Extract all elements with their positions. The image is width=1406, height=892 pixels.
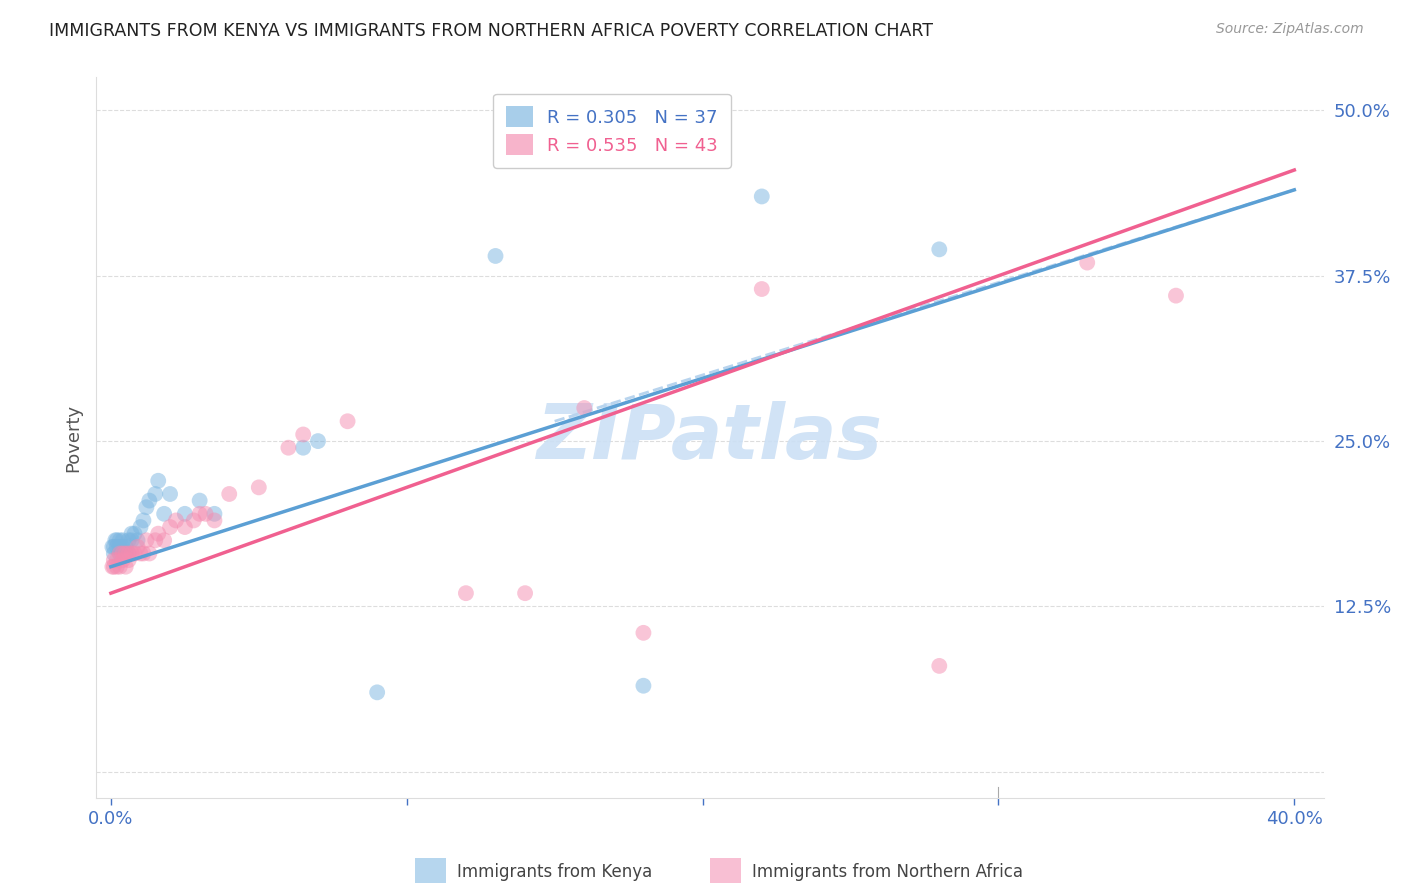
Point — [173, 507, 195, 521]
Point — [751, 189, 773, 203]
Point — [1076, 255, 1098, 269]
Point — [124, 547, 146, 561]
Point — [101, 540, 124, 554]
Point — [183, 513, 205, 527]
Point — [204, 513, 226, 527]
Point — [928, 243, 950, 257]
Point — [292, 427, 315, 442]
Point — [105, 540, 128, 554]
Point — [121, 526, 143, 541]
Point — [138, 493, 160, 508]
Text: Immigrants from Kenya: Immigrants from Kenya — [457, 863, 652, 881]
Point — [121, 533, 143, 548]
Point — [111, 533, 134, 548]
Point — [148, 526, 170, 541]
Point — [336, 414, 359, 428]
Point — [204, 507, 226, 521]
Point — [188, 493, 211, 508]
Point — [574, 401, 596, 415]
Point — [103, 540, 125, 554]
Point — [103, 559, 125, 574]
Point — [108, 533, 131, 548]
Point — [108, 547, 131, 561]
Point — [153, 507, 176, 521]
Legend: R = 0.305   N = 37, R = 0.535   N = 43: R = 0.305 N = 37, R = 0.535 N = 43 — [494, 94, 731, 168]
Point — [277, 441, 299, 455]
Text: Immigrants from Northern Africa: Immigrants from Northern Africa — [752, 863, 1024, 881]
Point — [633, 625, 655, 640]
Point — [135, 500, 157, 515]
Point — [114, 547, 136, 561]
Point — [111, 553, 134, 567]
Point — [173, 520, 195, 534]
Text: IMMIGRANTS FROM KENYA VS IMMIGRANTS FROM NORTHERN AFRICA POVERTY CORRELATION CHA: IMMIGRANTS FROM KENYA VS IMMIGRANTS FROM… — [49, 22, 934, 40]
Text: ZIPatlas: ZIPatlas — [537, 401, 883, 475]
Point — [117, 547, 139, 561]
Point — [159, 487, 181, 501]
Point — [138, 547, 160, 561]
Point — [114, 540, 136, 554]
Point — [108, 559, 131, 574]
Point — [108, 547, 131, 561]
Point — [129, 547, 152, 561]
Y-axis label: Poverty: Poverty — [65, 404, 82, 472]
Point — [188, 507, 211, 521]
Point — [127, 540, 149, 554]
Point — [114, 547, 136, 561]
Point — [218, 487, 240, 501]
Point — [143, 487, 166, 501]
Point — [105, 559, 128, 574]
Point — [103, 547, 125, 561]
Point — [105, 553, 128, 567]
Point — [105, 533, 128, 548]
Point — [153, 533, 176, 548]
Point — [117, 533, 139, 548]
Point — [1164, 288, 1187, 302]
Point — [307, 434, 329, 448]
Point — [127, 533, 149, 548]
Point — [117, 547, 139, 561]
Point — [103, 553, 125, 567]
Point — [114, 559, 136, 574]
Point — [121, 547, 143, 561]
Point — [108, 540, 131, 554]
Point — [111, 540, 134, 554]
Point — [159, 520, 181, 534]
Point — [928, 659, 950, 673]
Point — [117, 553, 139, 567]
Point — [104, 533, 127, 548]
Point — [247, 480, 270, 494]
Point — [124, 526, 146, 541]
Point — [292, 441, 315, 455]
Text: Source: ZipAtlas.com: Source: ZipAtlas.com — [1216, 22, 1364, 37]
Point — [132, 513, 155, 527]
Point — [111, 547, 134, 561]
Point — [194, 507, 217, 521]
Point — [484, 249, 506, 263]
Point — [513, 586, 536, 600]
Point — [751, 282, 773, 296]
Point — [366, 685, 388, 699]
Point — [148, 474, 170, 488]
Point — [165, 513, 187, 527]
Point — [633, 679, 655, 693]
Point — [132, 547, 155, 561]
Point — [143, 533, 166, 548]
Point — [454, 586, 477, 600]
Point — [101, 559, 124, 574]
Point — [135, 533, 157, 548]
Point — [129, 520, 152, 534]
